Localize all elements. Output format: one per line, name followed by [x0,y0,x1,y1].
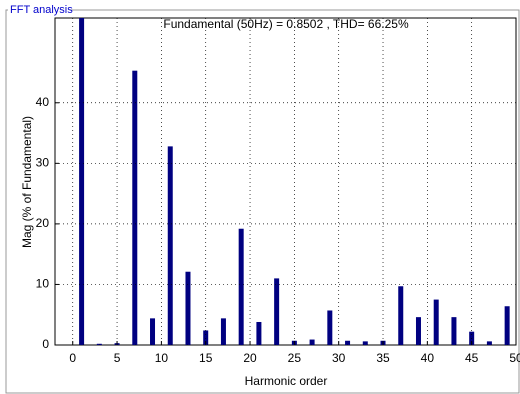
x-tick-label: 30 [332,351,346,365]
bar [362,341,368,345]
x-tick-label: 50 [509,351,520,365]
chart-title: Fundamental (50Hz) = 0.8502 , THD= 66.25… [163,17,409,31]
bar [451,317,457,345]
bar [238,228,244,345]
bar [327,310,333,345]
x-tick-label: 40 [421,351,435,365]
x-tick-label: 20 [243,351,257,365]
bar [504,306,510,345]
y-axis-label: Mag (% of Fundamental) [20,116,34,248]
bar [345,340,351,345]
bar [309,339,315,345]
y-tick-label: 20 [36,216,50,230]
bar [220,318,226,345]
bar [398,286,404,345]
bar [274,278,280,345]
x-tick-label: 0 [69,351,76,365]
bar [79,18,85,345]
plot-area [54,17,517,346]
y-tick-label: 30 [36,156,50,170]
x-tick-label: 25 [288,351,302,365]
x-tick-label: 5 [114,351,121,365]
bar [185,271,191,345]
bar [203,330,209,345]
bars [79,18,510,345]
bar [433,299,439,345]
bar [486,341,492,345]
y-tick-label: 40 [36,95,50,109]
x-tick-label: 45 [465,351,479,365]
panel-title: FFT analysis [10,4,73,16]
bar [415,317,421,345]
x-tick-label: 15 [199,351,213,365]
x-tick-label: 10 [155,351,169,365]
bar [132,70,138,345]
panel-frame [5,9,520,394]
bar [150,318,156,345]
bar [167,146,173,345]
bar [256,321,262,345]
y-tick-label: 10 [36,277,50,291]
y-tick-label: 0 [42,337,49,351]
bar [96,343,102,345]
x-tick-label: 35 [376,351,390,365]
x-axis-label: Harmonic order [245,374,328,388]
